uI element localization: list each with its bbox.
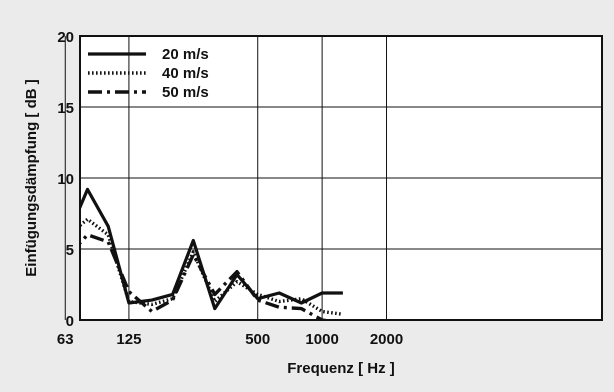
y-tick-label: 5: [66, 242, 74, 259]
x-tick-label: 125: [116, 331, 141, 348]
y-tick-label: 10: [57, 171, 74, 188]
x-tick-label: 1000: [305, 331, 338, 348]
x-tick-label: 500: [245, 331, 270, 348]
series-line-2: [80, 217, 344, 316]
legend-label-2: 40 m/s: [162, 65, 209, 82]
y-axis-label: Einfügungsdämpfung [ dB ]: [23, 79, 40, 276]
x-axis-label: Frequenz [ Hz ]: [287, 360, 395, 377]
series-line-3: [80, 233, 335, 320]
plot-frame: [79, 35, 603, 321]
x-tick-label: 63: [57, 331, 74, 348]
legend-label-3: 50 m/s: [162, 84, 209, 101]
x-tick-label: 2000: [370, 331, 403, 348]
series-line-1: [80, 187, 343, 311]
legend-label-1: 20 m/s: [162, 46, 209, 63]
y-tick-label: 0: [66, 313, 74, 330]
y-tick-label: 20: [57, 29, 74, 46]
y-tick-label: 15: [57, 100, 74, 117]
